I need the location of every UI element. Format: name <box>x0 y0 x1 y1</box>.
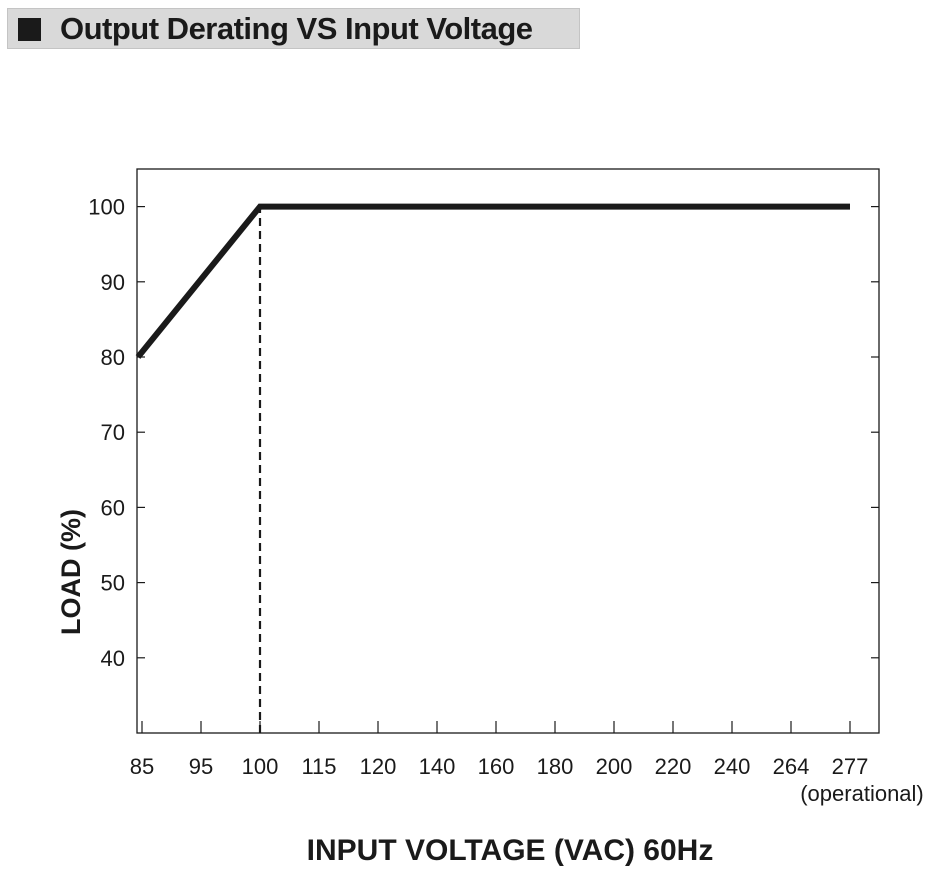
x-tick-label: 115 <box>301 754 336 779</box>
y-tick-label: 50 <box>101 571 125 596</box>
x-tick-label: 85 <box>130 754 154 779</box>
x-tick-label: 100 <box>242 754 279 779</box>
x-tick-label: 240 <box>714 754 751 779</box>
x-axis-ticks: 85 95 100 115 120 140 160 180 200 220 240 264 277 <box>130 721 869 779</box>
y-tick-label: 100 <box>88 195 125 220</box>
y-axis-label: LOAD (%) <box>56 509 86 635</box>
x-tick-label: 220 <box>655 754 692 779</box>
title-bar: Output Derating VS Input Voltage <box>7 8 580 49</box>
series-group <box>135 203 850 359</box>
square-bullet-icon <box>18 18 41 41</box>
x-tick-note: (operational) <box>800 781 924 806</box>
series-line <box>135 203 850 359</box>
y-tick-label: 60 <box>101 495 125 520</box>
plot-frame <box>136 168 880 734</box>
x-tick-label: 277 <box>832 754 869 779</box>
x-axis-label: INPUT VOLTAGE (VAC) 60Hz <box>307 834 714 867</box>
chart-title: Output Derating VS Input Voltage <box>60 11 533 46</box>
y-tick-label: 40 <box>101 646 125 671</box>
x-tick-label: 160 <box>478 754 515 779</box>
x-tick-label: 264 <box>773 754 810 779</box>
x-tick-label: 140 <box>419 754 456 779</box>
x-tick-label: 95 <box>189 754 213 779</box>
x-tick-label: 180 <box>537 754 574 779</box>
x-tick-label: 200 <box>596 754 633 779</box>
y-axis-ticks: 40 50 60 70 80 90 100 <box>88 195 879 671</box>
x-tick-label: 120 <box>360 754 397 779</box>
y-tick-label: 80 <box>101 345 125 370</box>
y-tick-label: 70 <box>101 420 125 445</box>
y-tick-label: 90 <box>101 270 125 295</box>
